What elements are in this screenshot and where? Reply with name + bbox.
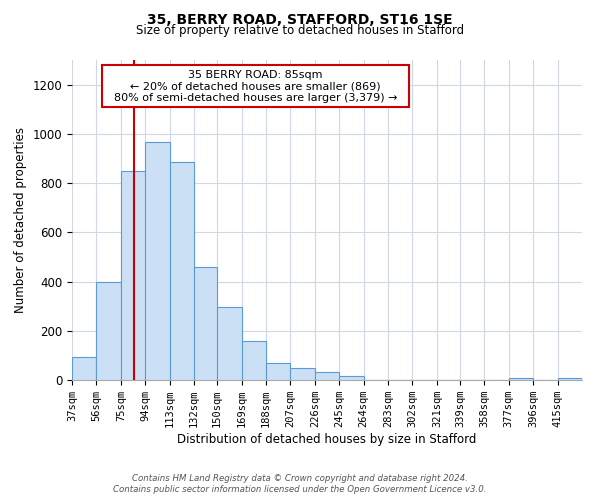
Bar (121, 172, 145, 380)
Text: 35, BERRY ROAD, STAFFORD, ST16 1SE: 35, BERRY ROAD, STAFFORD, ST16 1SE (147, 12, 453, 26)
Text: 35 BERRY ROAD: 85sqm  
  ← 20% of detached houses are smaller (869)  
  80% of s: 35 BERRY ROAD: 85sqm ← 20% of detached h… (107, 70, 404, 103)
Bar (194, 267, 217, 380)
Bar (145, 142, 170, 380)
Bar (290, 368, 315, 380)
Bar (266, 363, 290, 380)
X-axis label: Distribution of detached houses by size in Stafford: Distribution of detached houses by size … (178, 433, 476, 446)
Bar (509, 378, 533, 380)
Bar (242, 340, 266, 380)
Text: Size of property relative to detached houses in Stafford: Size of property relative to detached ho… (136, 24, 464, 37)
Bar (72, 356, 97, 380)
Bar (97, 282, 121, 380)
Y-axis label: Number of detached properties: Number of detached properties (14, 127, 27, 313)
Text: Contains HM Land Registry data © Crown copyright and database right 2024.
Contai: Contains HM Land Registry data © Crown c… (113, 474, 487, 494)
Bar (217, 308, 242, 380)
Bar (339, 376, 364, 380)
Bar (315, 372, 339, 380)
Bar (170, 162, 194, 380)
Bar (557, 378, 582, 380)
